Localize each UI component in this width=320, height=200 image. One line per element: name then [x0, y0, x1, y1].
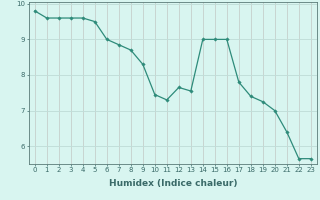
X-axis label: Humidex (Indice chaleur): Humidex (Indice chaleur) — [108, 179, 237, 188]
